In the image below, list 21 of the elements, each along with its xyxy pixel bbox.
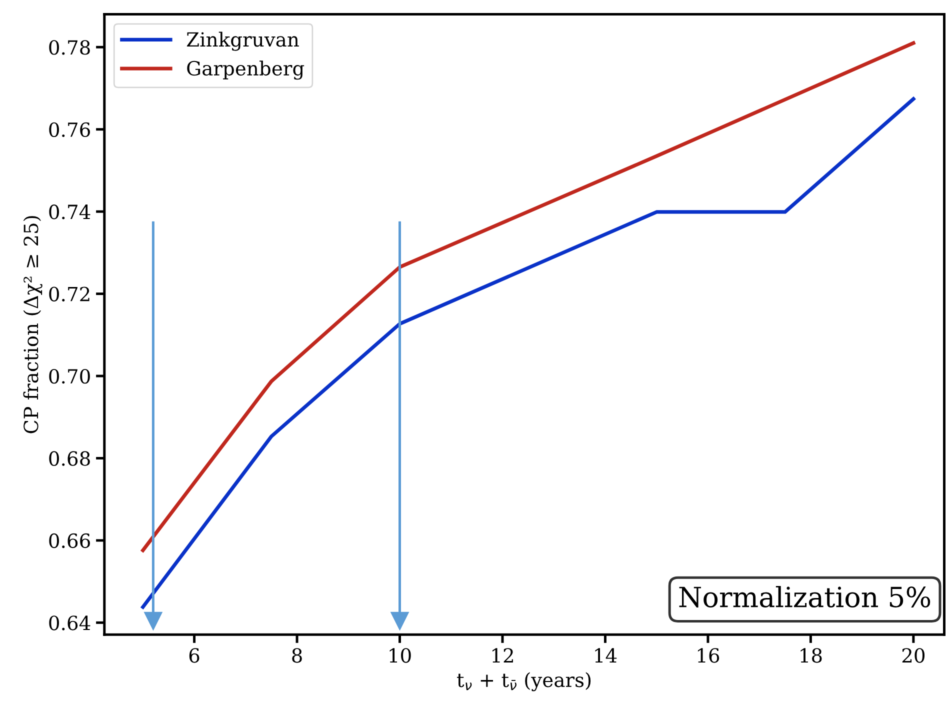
y-tick-label: 0.78 bbox=[49, 40, 90, 55]
x-tick-label: 16 bbox=[698, 648, 720, 663]
x-tick-label: 12 bbox=[492, 648, 513, 663]
y-tick-label: 0.72 bbox=[49, 286, 90, 302]
legend-label: Zinkgruvan bbox=[186, 32, 299, 51]
y-axis-title: CP fraction (Δχ² ≥ 25) bbox=[23, 216, 42, 434]
x-tick-label: 8 bbox=[292, 648, 302, 663]
x-tick-label: 20 bbox=[902, 648, 925, 663]
x-axis-title: t$_{ν}$ + t$_{ν̄}$ (years) bbox=[457, 672, 591, 692]
y-tick-label: 0.68 bbox=[49, 451, 90, 466]
legend-label: Garpenberg bbox=[187, 60, 304, 80]
y-tick-label: 0.76 bbox=[49, 122, 90, 138]
x-tick-label: 14 bbox=[595, 648, 617, 663]
y-tick-label: 0.70 bbox=[49, 368, 90, 384]
annotation: Normalization 5% bbox=[679, 586, 930, 608]
x-tick-label: 6 bbox=[189, 648, 200, 663]
y-tick-label: 0.74 bbox=[49, 204, 90, 220]
x-tick-label: 10 bbox=[390, 648, 411, 663]
x-tick-label: 18 bbox=[800, 648, 822, 663]
y-tick-label: 0.64 bbox=[49, 616, 90, 630]
y-tick-label: 0.66 bbox=[49, 533, 90, 548]
